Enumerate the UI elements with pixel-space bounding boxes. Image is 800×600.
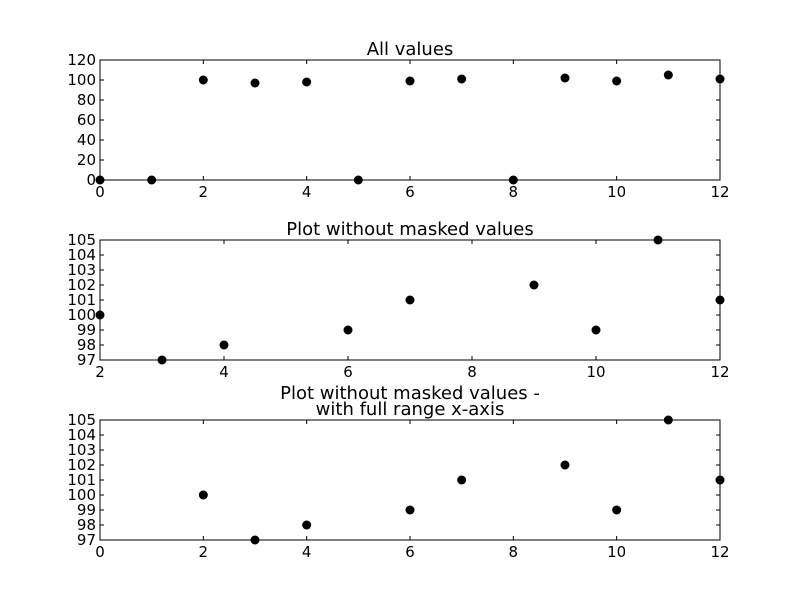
y-tick-label: 80: [77, 91, 96, 109]
y-tick-label: 104: [67, 246, 96, 264]
subplot-2: Plot without masked values 2 4 6 8 10 12 979899…: [67, 219, 729, 381]
y-tick-label: 20: [77, 151, 96, 169]
y-tick-label: 98: [77, 516, 96, 534]
x-tick-label: 6: [343, 363, 353, 381]
data-point: [250, 78, 260, 88]
x-tick-label: 2: [199, 183, 209, 201]
y-tick-label: 99: [77, 321, 96, 339]
data-point: [198, 75, 208, 85]
x-tick-label: 6: [405, 183, 415, 201]
x-tick-label: 8: [467, 363, 477, 381]
subplot-3: Plot without masked values -with full ra…: [67, 383, 729, 561]
data-point: [529, 280, 539, 290]
y-tick-label: 100: [67, 71, 96, 89]
y-tick-label: 105: [67, 231, 96, 249]
y-tick-label: 102: [67, 456, 96, 474]
x-tick-label: 12: [710, 363, 729, 381]
x-tick-label: 4: [302, 183, 312, 201]
y-tick-label: 99: [77, 501, 96, 519]
data-point: [405, 505, 415, 515]
x-tick-label: 10: [607, 543, 626, 561]
x-tick-label: 12: [710, 183, 729, 201]
x-tick-label: 2: [199, 543, 209, 561]
y-tick-label: 97: [77, 531, 96, 549]
subplot-3-title: Plot without masked values -: [280, 383, 540, 404]
data-point: [405, 76, 415, 86]
subplot-1-title: All values: [367, 39, 454, 60]
data-point: [457, 74, 467, 84]
data-point: [198, 490, 208, 500]
y-tick-label: 105: [67, 411, 96, 429]
y-tick-label: 40: [77, 131, 96, 149]
y-tick-label: 60: [77, 111, 96, 129]
x-tick-label: 12: [710, 543, 729, 561]
data-point: [663, 70, 673, 80]
y-tick-label: 100: [67, 486, 96, 504]
x-tick-label: 4: [302, 543, 312, 561]
data-point: [612, 505, 622, 515]
x-tick-label: 10: [607, 183, 626, 201]
subplot-2-title: Plot without masked values: [286, 219, 534, 240]
y-tick-label: 97: [77, 351, 96, 369]
subplot-3-title: with full range x-axis: [316, 399, 505, 420]
data-point: [405, 295, 415, 305]
axes-frame: [99, 59, 721, 181]
data-point: [591, 325, 601, 335]
x-tick-label: 6: [405, 543, 415, 561]
x-tick-label: 2: [95, 363, 105, 381]
data-point: [560, 460, 570, 470]
y-tick-label: 103: [67, 261, 96, 279]
y-tick-label: 0: [86, 171, 96, 189]
y-tick-label: 100: [67, 306, 96, 324]
data-point: [219, 340, 229, 350]
x-tick-label: 8: [509, 183, 519, 201]
data-point: [302, 520, 312, 530]
x-tick-label: 0: [95, 183, 105, 201]
x-tick-label: 0: [95, 543, 105, 561]
x-tick-label: 10: [586, 363, 605, 381]
x-tick-label: 8: [509, 543, 519, 561]
data-point: [302, 77, 312, 87]
y-tick-label: 102: [67, 276, 96, 294]
y-tick-label: 101: [67, 471, 96, 489]
axes-frame: [99, 419, 721, 541]
data-point: [343, 325, 353, 335]
x-tick-label: 4: [219, 363, 229, 381]
y-tick-label: 98: [77, 336, 96, 354]
y-tick-label: 104: [67, 426, 96, 444]
data-point: [457, 475, 467, 485]
data-point: [560, 73, 570, 83]
y-tick-label: 103: [67, 441, 96, 459]
data-point: [612, 76, 622, 86]
axes-frame: [99, 239, 721, 361]
y-tick-label: 101: [67, 291, 96, 309]
y-tick-label: 120: [67, 51, 96, 69]
